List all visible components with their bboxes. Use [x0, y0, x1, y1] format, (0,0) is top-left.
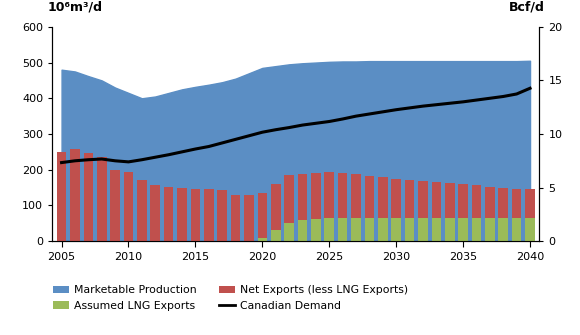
Bar — [418, 181, 428, 218]
Bar — [351, 175, 361, 218]
Text: 10⁶m³/d: 10⁶m³/d — [48, 1, 102, 14]
Bar — [177, 188, 187, 241]
Bar — [485, 187, 495, 218]
Bar — [271, 230, 281, 241]
Bar — [512, 189, 521, 218]
Bar — [231, 195, 240, 241]
Bar — [432, 182, 441, 218]
Bar — [271, 184, 281, 230]
Bar — [378, 177, 387, 218]
Bar — [365, 218, 374, 241]
Bar — [365, 176, 374, 218]
Bar — [512, 218, 521, 241]
Bar — [458, 218, 468, 241]
Bar — [258, 238, 267, 241]
Bar — [110, 170, 120, 241]
Bar — [338, 218, 347, 241]
Bar — [392, 179, 401, 218]
Bar — [458, 184, 468, 218]
Bar — [472, 185, 481, 218]
Bar — [472, 218, 481, 241]
Bar — [405, 218, 414, 241]
Bar — [124, 172, 133, 241]
Bar — [244, 195, 254, 241]
Bar — [84, 152, 93, 241]
Bar — [218, 190, 227, 241]
Bar — [525, 189, 535, 218]
Bar — [324, 172, 334, 218]
Bar — [392, 218, 401, 241]
Legend: Marketable Production, Assumed LNG Exports, Net Exports (less LNG Exports), Cana: Marketable Production, Assumed LNG Expor… — [53, 285, 408, 311]
Bar — [405, 180, 414, 218]
Bar — [284, 176, 294, 223]
Bar — [445, 183, 455, 218]
Bar — [150, 185, 160, 241]
Bar — [445, 218, 455, 241]
Bar — [57, 152, 66, 241]
Bar — [324, 218, 334, 241]
Bar — [298, 220, 307, 241]
Bar — [284, 223, 294, 241]
Bar — [298, 174, 307, 220]
Bar — [498, 218, 508, 241]
Bar — [418, 218, 428, 241]
Bar — [258, 193, 267, 238]
Bar — [97, 157, 107, 241]
Bar — [311, 219, 321, 241]
Bar — [204, 189, 213, 241]
Bar — [137, 181, 147, 241]
Bar — [311, 173, 321, 219]
Bar — [338, 173, 347, 218]
Bar — [164, 187, 173, 241]
Bar — [525, 218, 535, 241]
Bar — [70, 149, 80, 241]
Bar — [191, 189, 200, 241]
Text: Bcf/d: Bcf/d — [509, 1, 544, 14]
Bar — [432, 218, 441, 241]
Bar — [378, 218, 387, 241]
Bar — [485, 218, 495, 241]
Bar — [498, 188, 508, 218]
Bar — [351, 218, 361, 241]
